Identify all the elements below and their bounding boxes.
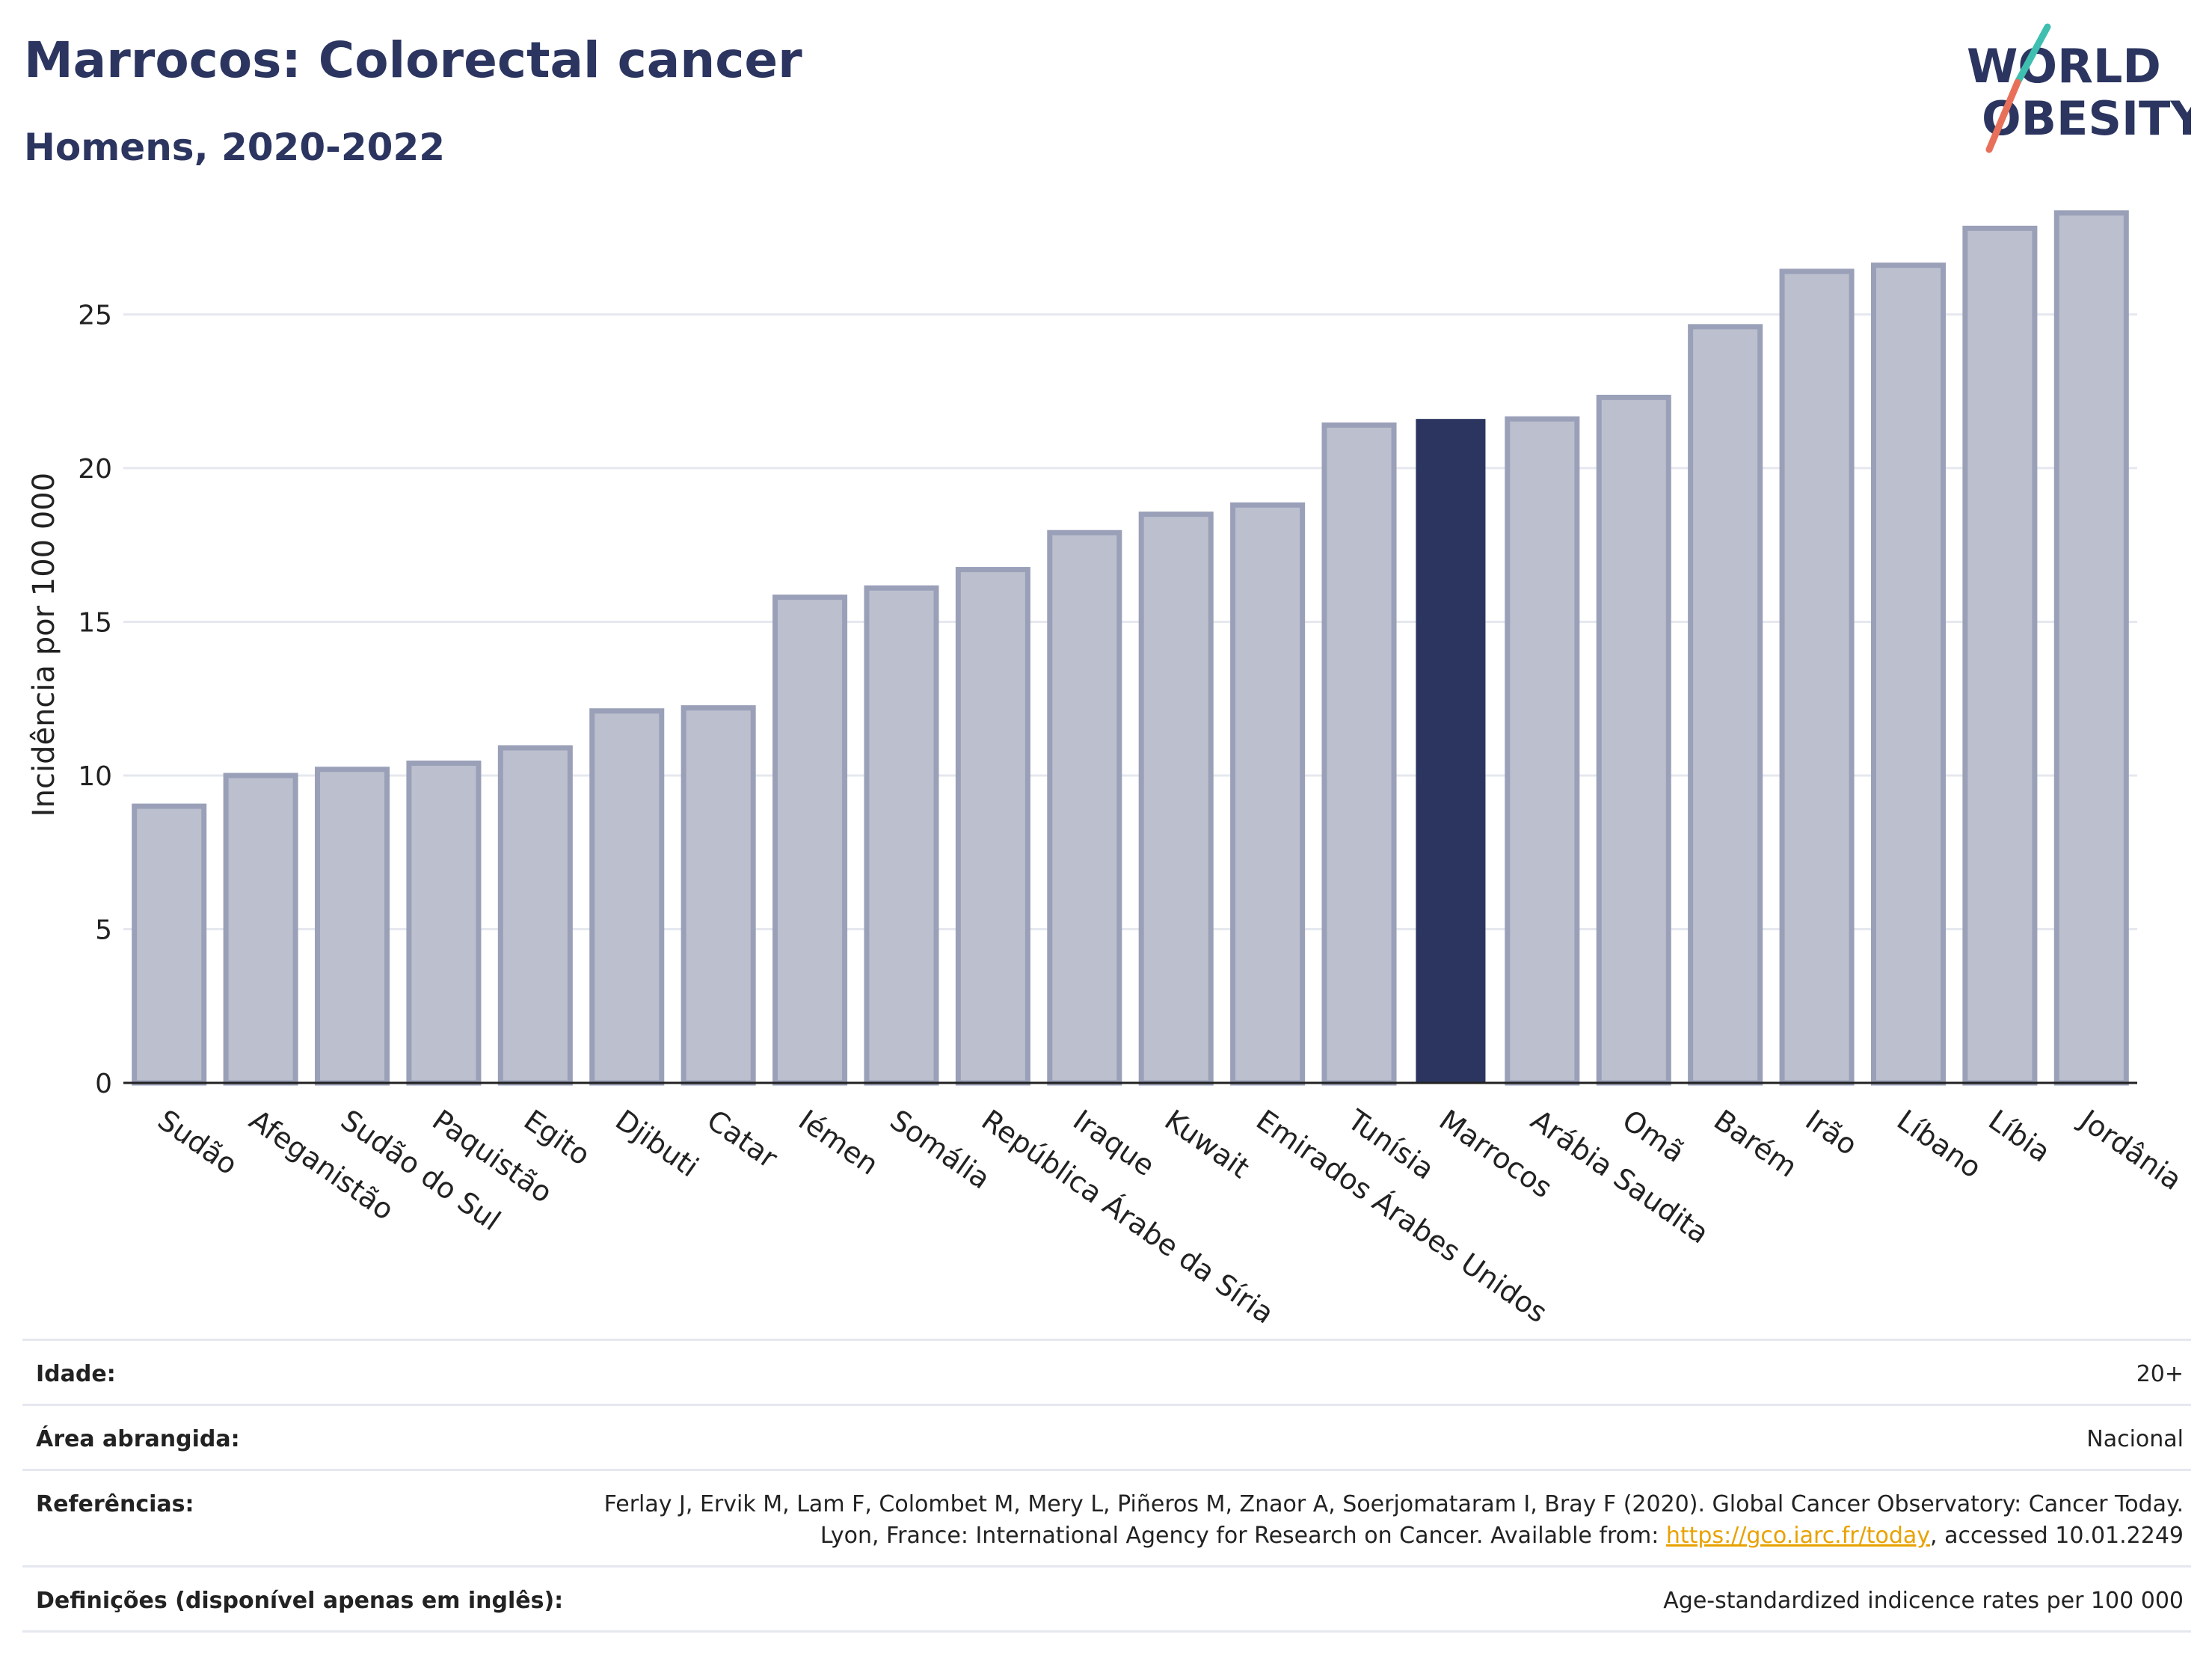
- bar-afeganist-o: [223, 773, 298, 1086]
- x-tick-label: Jordânia: [2073, 1102, 2188, 1197]
- definitions-label: Definições (disponível apenas em inglês)…: [36, 1588, 564, 1614]
- logo-slash-teal: [2014, 23, 2051, 86]
- y-tick-label: 5: [95, 915, 112, 945]
- x-tick-label: Somália: [884, 1103, 996, 1195]
- bar-ar-bia-saudita: [1505, 416, 1580, 1086]
- world-obesity-logo: WORLD OBESITY: [1967, 23, 2191, 153]
- bar-l-bia: [1962, 225, 2038, 1086]
- y-tick-label: 25: [78, 300, 112, 331]
- x-tick-label: Barém: [1708, 1103, 1803, 1183]
- x-tick-label: Irão: [1799, 1103, 1863, 1161]
- x-tick-label: Sudão: [152, 1103, 244, 1181]
- x-tick-label: Omã: [1617, 1103, 1691, 1169]
- y-tick-label: 0: [95, 1069, 112, 1099]
- bar-i-men: [772, 595, 848, 1086]
- y-axis-label: Incidência por 100 000: [27, 473, 61, 817]
- row-definitions: Definições (disponível apenas em inglês)…: [22, 1565, 2191, 1633]
- age-label: Idade:: [36, 1361, 116, 1387]
- chart-subtitle: Homens, 2020-2022: [24, 126, 446, 169]
- bars: [132, 210, 2129, 1086]
- area-label: Área abrangida:: [36, 1426, 240, 1452]
- bar-tun-sia: [1321, 422, 1397, 1086]
- bar-om-: [1596, 394, 1671, 1086]
- x-tick-label: Djibuti: [609, 1103, 704, 1183]
- y-tick-label: 20: [78, 454, 112, 485]
- x-tick-label: Líbano: [1891, 1103, 1988, 1185]
- y-tick-label: 10: [78, 761, 112, 792]
- bar-l-bano: [1870, 262, 1946, 1086]
- x-tick-label: Líbia: [1982, 1103, 2056, 1168]
- references-value: Ferlay J, Ervik M, Lam F, Colombet M, Me…: [576, 1489, 2184, 1552]
- row-age: Idade: 20+: [22, 1339, 2191, 1404]
- bar-catar: [681, 705, 756, 1086]
- area-value: Nacional: [2086, 1426, 2184, 1452]
- references-text: Ferlay J, Ervik M, Lam F, Colombet M, Me…: [603, 1491, 2184, 1549]
- age-value: 20+: [2136, 1361, 2184, 1387]
- definitions-value: Age-standardized indicence rates per 100…: [1663, 1588, 2184, 1614]
- bar-marrocos: [1416, 419, 1486, 1083]
- chart-title: Marrocos: Colorectal cancer: [24, 31, 802, 89]
- metadata-table: Idade: 20+ Área abrangida: Nacional Refe…: [22, 1339, 2191, 1633]
- bar-ir-o: [1779, 268, 1855, 1086]
- bar-djibuti: [589, 708, 665, 1086]
- bar-som-lia: [864, 585, 939, 1086]
- x-tick-label: Iémen: [793, 1103, 885, 1181]
- bar-sud-o: [132, 803, 207, 1086]
- y-axis: 0 5 10 15 20 25: [78, 300, 112, 1099]
- bar-rep-blica-rabe-da-s-ria: [955, 567, 1030, 1086]
- references-link[interactable]: https://gco.iarc.fr/today: [1665, 1523, 1931, 1549]
- bar-jord-nia: [2053, 210, 2129, 1086]
- logo-line-1: WORLD: [1967, 39, 2161, 93]
- references-accessed: , accessed 10.01.2249: [1930, 1523, 2184, 1549]
- x-tick-label: Sudão do Sul: [335, 1103, 506, 1237]
- references-label: Referências:: [36, 1491, 194, 1517]
- bar-iraque: [1047, 529, 1122, 1086]
- logo-slash-coral: [1985, 79, 2021, 153]
- y-tick-label: 15: [78, 607, 112, 638]
- row-area: Área abrangida: Nacional: [22, 1404, 2191, 1469]
- bar-bar-m: [1688, 324, 1763, 1086]
- bar-paquist-o: [406, 761, 482, 1086]
- row-references: Referências: Ferlay J, Ervik M, Lam F, C…: [22, 1469, 2191, 1565]
- bar-sud-o-do-sul: [315, 767, 390, 1086]
- x-tick-label: Kuwait: [1159, 1103, 1256, 1185]
- bar-kuwait: [1138, 512, 1214, 1086]
- bar-emirados-rabes-unidos: [1230, 502, 1306, 1086]
- x-tick-label: Catar: [701, 1103, 783, 1175]
- logo-line-2: OBESITY: [1982, 91, 2191, 146]
- bar-egito: [497, 745, 573, 1086]
